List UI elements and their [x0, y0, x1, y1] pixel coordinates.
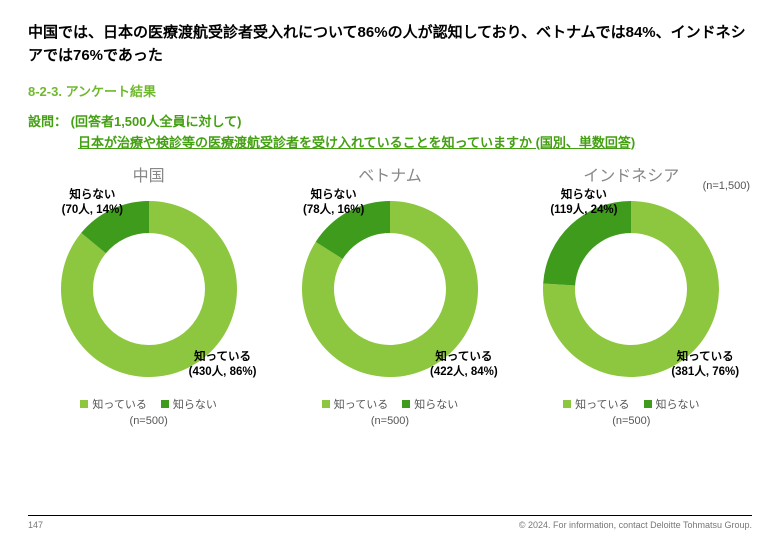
label-dont-know: 知らない(119人, 24%) [550, 188, 617, 219]
label-know: 知っている(430人, 86%) [189, 350, 257, 381]
legend-item-know: 知っている [80, 396, 146, 412]
legend: 知っている 知らない [563, 396, 699, 412]
legend-item-know: 知っている [322, 396, 388, 412]
section-number: 8-2-3. アンケート結果 [28, 81, 752, 100]
copyright: © 2024. For information, contact Deloitt… [519, 520, 752, 530]
legend: 知っている 知らない [322, 396, 458, 412]
swatch-icon [644, 400, 652, 408]
donut-wrap: 知らない(119人, 24%) 知っている(381人, 76%) [536, 194, 726, 384]
label-know: 知っている(381人, 76%) [671, 350, 739, 381]
question-line1: (回答者1,500人全員に対して) [71, 114, 242, 129]
swatch-icon [161, 400, 169, 408]
question-label: 設問： [28, 114, 67, 129]
legend-item-dontknow: 知らない [402, 396, 458, 412]
swatch-icon [322, 400, 330, 408]
swatch-icon [563, 400, 571, 408]
chart-title: 中国 [133, 162, 165, 186]
legend-item-know: 知っている [563, 396, 629, 412]
label-know: 知っている(422人, 84%) [430, 350, 498, 381]
page-number: 147 [28, 520, 43, 530]
chart-column: ベトナム 知らない(78人, 16%) 知っている(422人, 84%) 知って… [275, 162, 505, 427]
question-block: 設問： (回答者1,500人全員に対して) 日本が治療や検診等の医療渡航受診者を… [28, 112, 752, 154]
swatch-icon [402, 400, 410, 408]
chart-column: 中国 知らない(70人, 14%) 知っている(430人, 86%) 知っている… [34, 162, 264, 427]
donut-wrap: 知らない(70人, 14%) 知っている(430人, 86%) [54, 194, 244, 384]
legend-item-dontknow: 知らない [644, 396, 700, 412]
swatch-icon [80, 400, 88, 408]
legend-item-dontknow: 知らない [161, 396, 217, 412]
sub-n: (n=500) [371, 415, 409, 427]
question-line2: 日本が治療や検診等の医療渡航受診者を受け入れていることを知っていますか (国別、… [78, 135, 635, 150]
chart-title: ベトナム [358, 162, 422, 186]
page-title: 中国では、日本の医療渡航受診者受入れについて86%の人が認知しており、ベトナムで… [28, 22, 752, 67]
sub-n: (n=500) [612, 415, 650, 427]
chart-title: インドネシア [583, 162, 679, 186]
chart-column: インドネシア 知らない(119人, 24%) 知っている(381人, 76%) … [516, 162, 746, 427]
label-dont-know: 知らない(70人, 14%) [62, 188, 123, 219]
charts-row: 中国 知らない(70人, 14%) 知っている(430人, 86%) 知っている… [28, 162, 752, 427]
footer: 147 © 2024. For information, contact Del… [28, 515, 752, 530]
legend: 知っている 知らない [80, 396, 216, 412]
donut-wrap: 知らない(78人, 16%) 知っている(422人, 84%) [295, 194, 485, 384]
label-dont-know: 知らない(78人, 16%) [303, 188, 364, 219]
sub-n: (n=500) [130, 415, 168, 427]
